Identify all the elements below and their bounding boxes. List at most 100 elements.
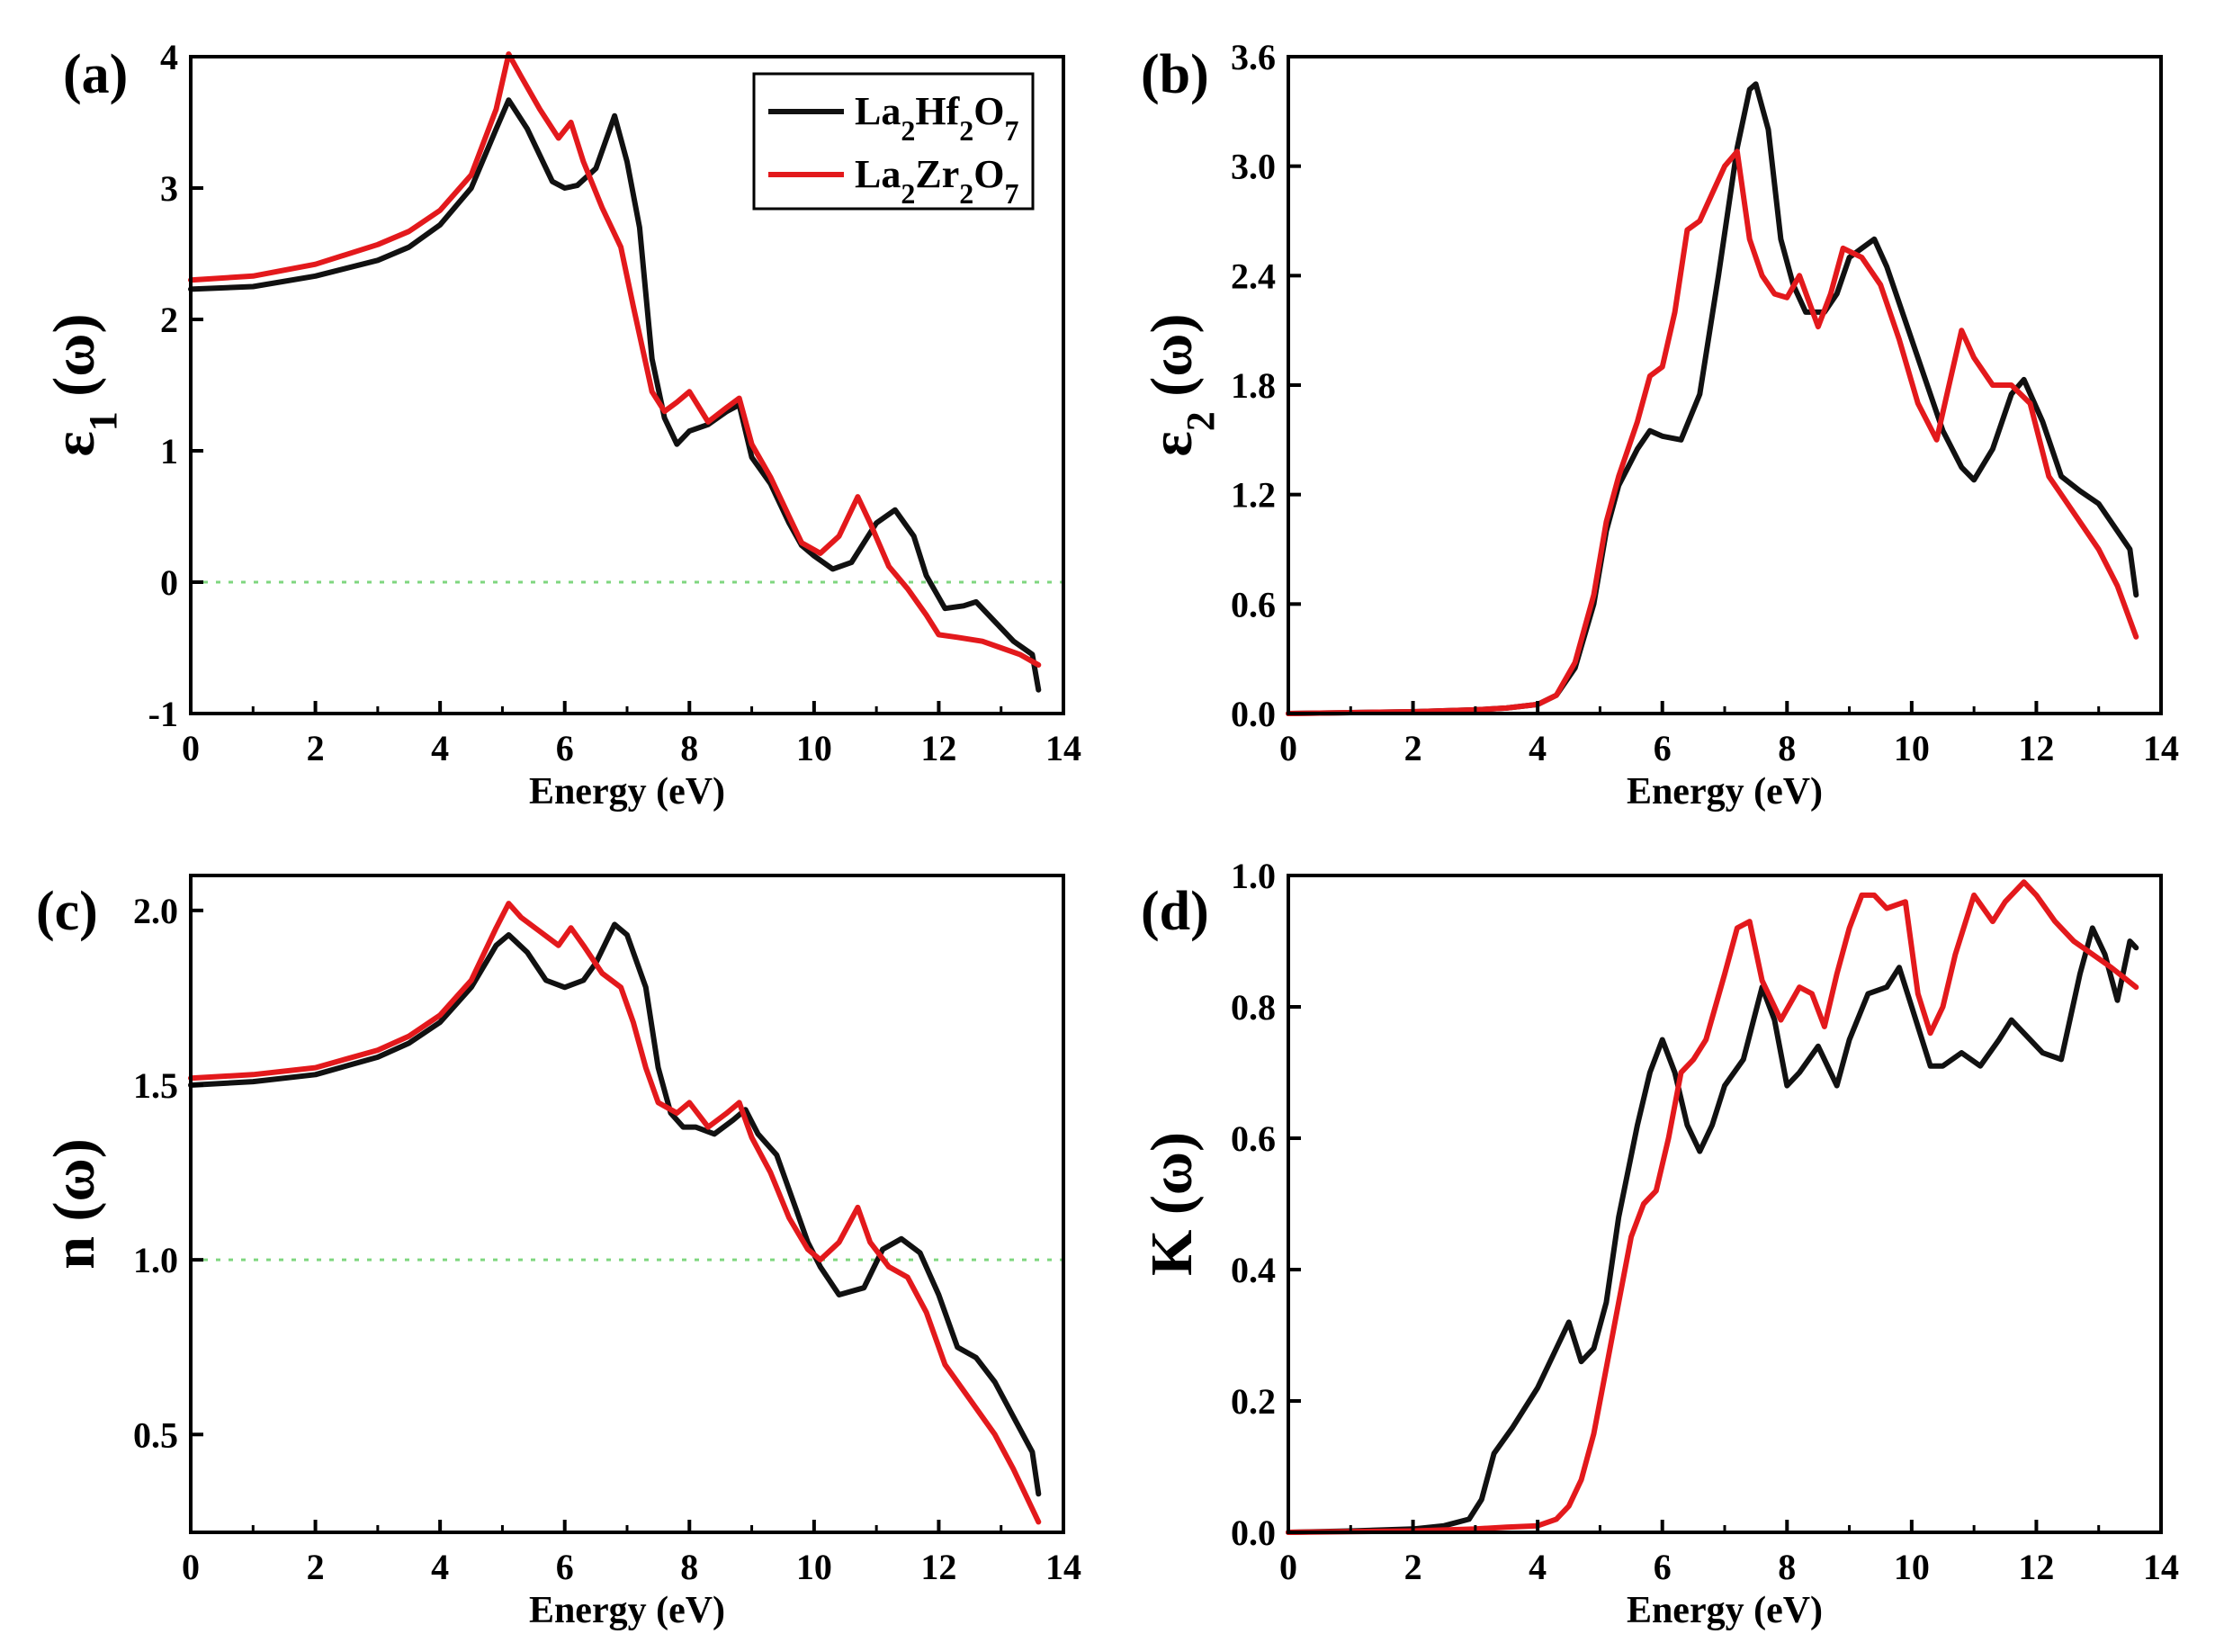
y-axis-label: n (ω) bbox=[41, 1138, 107, 1269]
y-axis-label-tail: (ω) bbox=[41, 314, 107, 412]
y-axis-label-sub: 2 bbox=[1179, 411, 1223, 431]
legend-label-part: La bbox=[855, 89, 901, 133]
y-axis-label-sub: 1 bbox=[81, 411, 125, 431]
y-axis-label: ε2 (ω) bbox=[1139, 314, 1223, 457]
y-tick-label: 0 bbox=[160, 562, 178, 603]
series-line-la2zr2o7 bbox=[188, 901, 1042, 1525]
series-line-la2hf2o7 bbox=[1286, 925, 2139, 1535]
y-tick-label: 3 bbox=[160, 168, 178, 209]
series-line-la2zr2o7 bbox=[188, 51, 1042, 668]
x-tick-label: 6 bbox=[556, 1547, 574, 1587]
x-tick-label: 4 bbox=[1529, 728, 1547, 768]
y-tick-label: 1.0 bbox=[1231, 856, 1276, 896]
y-axis-label: K (ω) bbox=[1139, 1132, 1205, 1276]
x-tick-label: 8 bbox=[1778, 728, 1796, 768]
x-tick-label: 10 bbox=[1894, 1547, 1930, 1587]
legend-label-part: O bbox=[973, 152, 1004, 196]
panel-label: (a) bbox=[63, 44, 128, 105]
x-tick-label: 0 bbox=[182, 1547, 200, 1587]
y-tick-label: 2.4 bbox=[1231, 256, 1276, 296]
legend-label-part: O bbox=[973, 89, 1004, 133]
y-axis-label-main: ε bbox=[1139, 431, 1205, 456]
legend-label-part: Zr bbox=[915, 152, 959, 196]
x-tick-label: 0 bbox=[182, 728, 200, 768]
y-tick-label: 1.8 bbox=[1231, 365, 1276, 406]
legend-label-sub: 2 bbox=[901, 177, 915, 210]
y-tick-label: 1.5 bbox=[133, 1065, 178, 1106]
y-tick-label: -1 bbox=[148, 694, 178, 734]
x-tick-label: 2 bbox=[1404, 1547, 1422, 1587]
x-tick-label: 14 bbox=[2143, 728, 2179, 768]
legend-label-sub: 2 bbox=[959, 114, 973, 147]
x-tick-label: 14 bbox=[1045, 728, 1081, 768]
x-tick-label: 4 bbox=[431, 1547, 449, 1587]
y-tick-label: 1.2 bbox=[1231, 475, 1276, 516]
series-line-la2hf2o7 bbox=[188, 921, 1042, 1497]
x-tick-label: 6 bbox=[556, 728, 574, 768]
y-tick-label: 0.0 bbox=[1231, 694, 1276, 734]
y-tick-label: 3.6 bbox=[1231, 37, 1276, 77]
panel-label: (c) bbox=[36, 881, 98, 942]
y-tick-label: 0.2 bbox=[1231, 1381, 1276, 1422]
legend-label-part: Hf bbox=[915, 89, 960, 133]
series-line-la2hf2o7 bbox=[188, 97, 1042, 693]
y-axis-label: ε1 (ω) bbox=[41, 314, 125, 457]
x-tick-label: 10 bbox=[1894, 728, 1930, 768]
x-tick-label: 10 bbox=[796, 1547, 832, 1587]
y-tick-label: 1.0 bbox=[133, 1240, 178, 1280]
panel-d: 0 2 4 6 8 10 12 14 0.0 0.2 0.4 0.6 0.8 1.0 Energy (eV)… bbox=[1139, 856, 2179, 1631]
x-tick-label: 12 bbox=[2018, 1547, 2054, 1587]
legend-label: La2Hf2O7 bbox=[855, 89, 1018, 147]
x-tick-label: 12 bbox=[2018, 728, 2054, 768]
x-axis-label: Energy (eV) bbox=[529, 771, 725, 813]
x-tick-label: 14 bbox=[1045, 1547, 1081, 1587]
panel-label: (d) bbox=[1141, 881, 1209, 942]
y-tick-label: 2 bbox=[160, 300, 178, 340]
legend-box bbox=[752, 72, 1035, 211]
x-axis-label: Energy (eV) bbox=[1627, 771, 1823, 813]
y-tick-label: 0.6 bbox=[1231, 584, 1276, 624]
x-tick-label: 0 bbox=[1279, 1547, 1297, 1587]
panel-b: 0 2 4 6 8 10 12 14 0.0 0.6 1.2 1.8 2.4 3.0 3.6 Energy (… bbox=[1139, 37, 2179, 813]
y-axis-label-main: n bbox=[41, 1236, 107, 1270]
y-axis-label-tail: (ω) bbox=[41, 1138, 107, 1236]
x-tick-label: 14 bbox=[2143, 1547, 2179, 1587]
x-tick-label: 12 bbox=[920, 1547, 956, 1587]
y-tick-label: 0.5 bbox=[133, 1414, 178, 1455]
legend-label-part: La bbox=[855, 152, 901, 196]
x-tick-label: 0 bbox=[1279, 728, 1297, 768]
legend-label-sub: 7 bbox=[1004, 114, 1018, 147]
x-tick-label: 8 bbox=[1778, 1547, 1796, 1587]
legend-label-sub: 2 bbox=[959, 177, 973, 210]
x-tick-label: 8 bbox=[680, 1547, 698, 1587]
series-line-la2zr2o7 bbox=[1286, 879, 2139, 1535]
legend-label-sub: 2 bbox=[901, 114, 915, 147]
x-axis-label: Energy (eV) bbox=[1627, 1590, 1823, 1631]
y-axis-label-main: ε bbox=[41, 431, 107, 456]
x-tick-label: 8 bbox=[680, 728, 698, 768]
x-axis-label: Energy (eV) bbox=[529, 1590, 725, 1631]
y-tick-label: 0.0 bbox=[1231, 1513, 1276, 1553]
x-tick-label: 2 bbox=[307, 1547, 325, 1587]
x-tick-label: 4 bbox=[431, 728, 449, 768]
x-tick-label: 6 bbox=[1654, 1547, 1672, 1587]
x-tick-label: 4 bbox=[1529, 1547, 1547, 1587]
y-tick-label: 0.6 bbox=[1231, 1118, 1276, 1159]
y-tick-label: 0.4 bbox=[1231, 1250, 1276, 1290]
panel-label: (b) bbox=[1141, 44, 1209, 105]
y-tick-label: 0.8 bbox=[1231, 987, 1276, 1028]
x-tick-label: 2 bbox=[1404, 728, 1422, 768]
x-tick-label: 10 bbox=[796, 728, 832, 768]
x-tick-label: 6 bbox=[1654, 728, 1672, 768]
y-axis-label-tail: (ω) bbox=[1139, 1132, 1205, 1230]
y-tick-label: 1 bbox=[160, 431, 178, 471]
series-line-la2zr2o7 bbox=[1286, 148, 2139, 716]
x-tick-label: 2 bbox=[307, 728, 325, 768]
x-tick-label: 12 bbox=[920, 728, 956, 768]
